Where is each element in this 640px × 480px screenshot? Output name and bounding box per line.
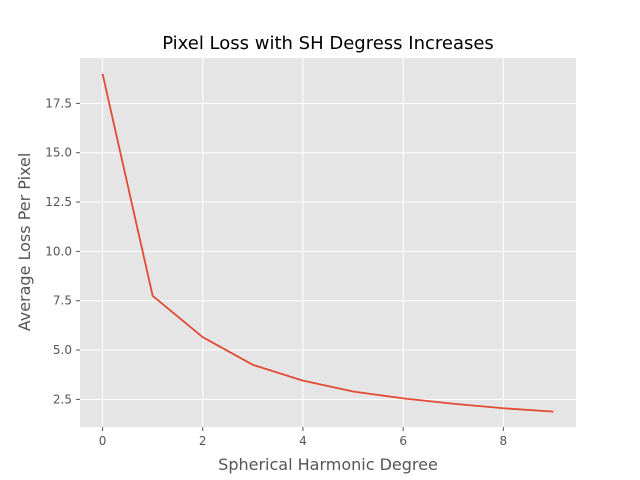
x-axis-label: Spherical Harmonic Degree bbox=[218, 455, 438, 474]
y-tick-label: 2.5 bbox=[53, 392, 72, 406]
axis-ticks: 0 2 4 6 8 2.5 5.0 7.5 10.0 12.5 15.0 17.5 bbox=[45, 96, 507, 448]
plot-area bbox=[80, 58, 576, 427]
x-tick-label: 6 bbox=[399, 434, 407, 448]
x-tick-label: 4 bbox=[299, 434, 307, 448]
grid bbox=[80, 58, 576, 427]
y-tick-label: 17.5 bbox=[45, 96, 72, 110]
y-tick-label: 5.0 bbox=[53, 343, 72, 357]
chart-title: Pixel Loss with SH Degress Increases bbox=[162, 33, 494, 54]
series-line bbox=[101, 73, 554, 413]
y-tick-label: 7.5 bbox=[53, 294, 72, 308]
y-tick-label: 10.0 bbox=[45, 244, 72, 258]
x-tick-label: 0 bbox=[99, 434, 107, 448]
y-tick-label: 15.0 bbox=[45, 146, 72, 160]
x-tick-label: 8 bbox=[500, 434, 508, 448]
series-layer bbox=[101, 73, 554, 413]
x-tick-label: 2 bbox=[199, 434, 207, 448]
y-axis-label: Average Loss Per Pixel bbox=[15, 153, 34, 332]
y-tick-label: 12.5 bbox=[45, 195, 72, 209]
